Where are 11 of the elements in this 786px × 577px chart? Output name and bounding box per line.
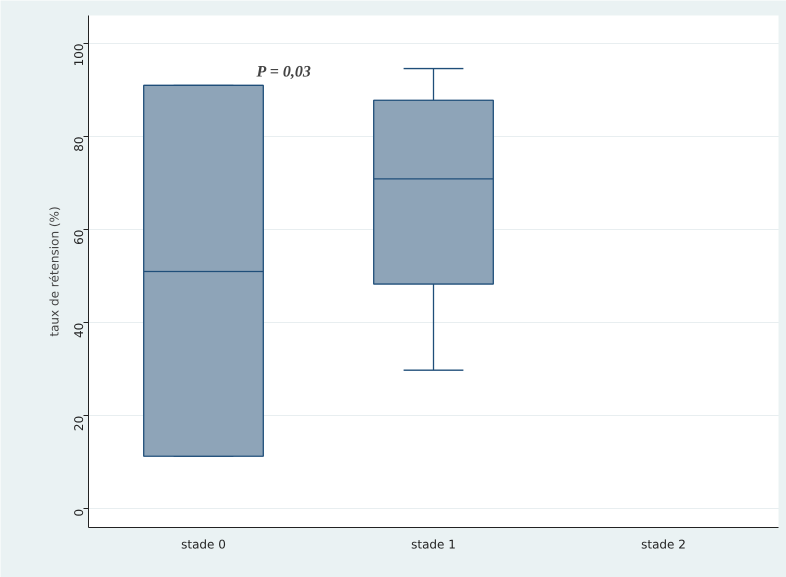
- x-tick-label: stade 2: [641, 538, 686, 552]
- y-tick-label: 20: [72, 416, 86, 432]
- y-tick-label: 0: [72, 508, 86, 517]
- y-axis-title: taux de rétension (%): [48, 206, 62, 337]
- y-tick-label: 40: [72, 322, 86, 338]
- annotation: P = 0,03: [256, 64, 311, 81]
- y-tick-label: 60: [72, 230, 86, 245]
- y-tick-label: 80: [72, 136, 86, 152]
- x-tick-label: stade 0: [181, 538, 226, 552]
- x-tick-label: stade 1: [411, 538, 456, 552]
- y-tick-label: 100: [72, 43, 86, 66]
